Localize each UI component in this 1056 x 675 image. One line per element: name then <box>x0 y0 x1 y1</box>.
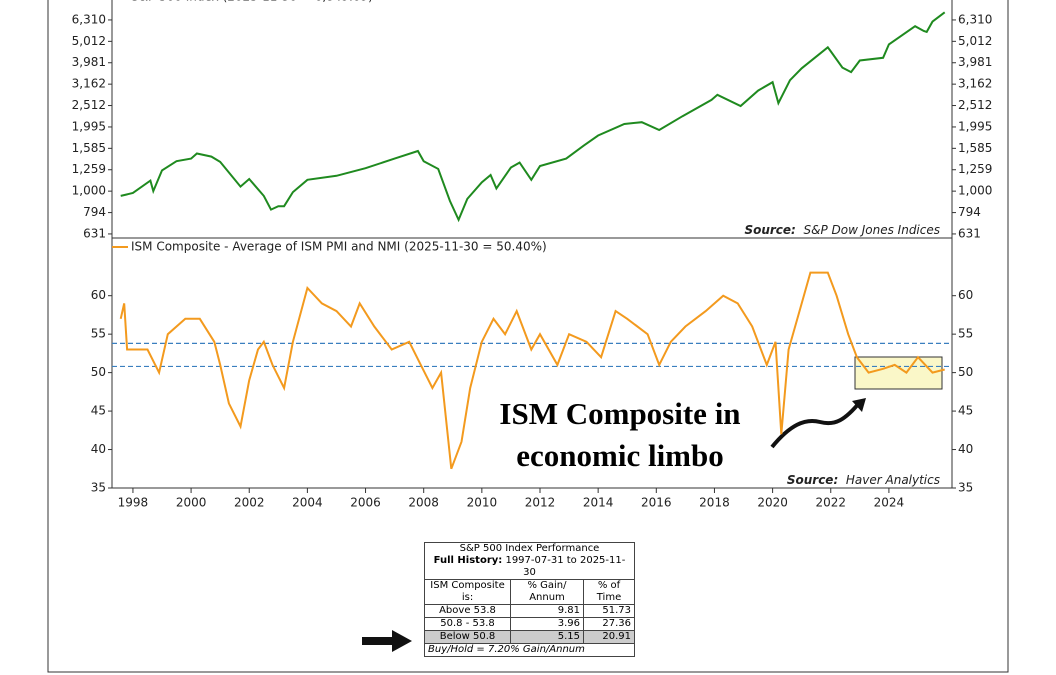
header: % of Time <box>582 579 636 605</box>
y-tick-label: 5,012 <box>72 34 106 48</box>
y-tick-label: 2,512 <box>958 98 992 112</box>
y-tick-label: 6,310 <box>958 12 992 26</box>
cell: 50.8 - 53.8 <box>423 617 512 631</box>
source: Source: S&P Dow Jones Indices <box>744 223 940 237</box>
history: 1997-07-31 to 2025-11-30 <box>505 555 626 578</box>
source-label: Source: <box>744 223 795 237</box>
x-tick-label: 2008 <box>408 496 439 510</box>
annotation: ISM Composite in <box>499 396 741 431</box>
y-tick-label: 60 <box>91 288 106 302</box>
y-tick-label: 55 <box>91 327 106 341</box>
y-tick-label: 40 <box>91 442 106 456</box>
y-tick-label: 45 <box>91 404 106 418</box>
highlight-box <box>854 356 943 390</box>
legend-label: S&P 500 Index (2025-11-30 = 6,849.09) <box>131 0 373 4</box>
y-tick-label: 5,012 <box>958 34 992 48</box>
y-tick-label: 3,981 <box>72 55 106 69</box>
x-tick-label: 2022 <box>815 496 846 510</box>
cell: 27.36 <box>582 617 636 631</box>
cell: 5.15 <box>510 630 584 644</box>
y-tick-label: 1,585 <box>958 141 992 155</box>
header: ISM Composite is: <box>423 579 512 605</box>
y-tick-label: 3,162 <box>72 77 106 91</box>
footnote: Buy/Hold = 7.20% Gain/Annum <box>424 643 635 657</box>
x-tick-label: 2012 <box>525 496 556 510</box>
x-tick-label: 2018 <box>699 496 730 510</box>
x-tick-label: 2002 <box>234 496 265 510</box>
y-tick-label: 45 <box>958 404 973 418</box>
source-text: S&P Dow Jones Indices <box>804 223 941 237</box>
callout-arrowhead <box>852 398 866 412</box>
source: Source: Haver Analytics <box>787 473 940 487</box>
y-tick-label: 1,995 <box>958 119 992 133</box>
y-tick-label: 1,259 <box>958 162 992 176</box>
x-tick-label: 2004 <box>292 496 323 510</box>
cell: Below 50.8 <box>423 630 512 644</box>
cell: 20.91 <box>582 630 636 644</box>
series-line <box>119 271 945 470</box>
y-tick-label: 3,981 <box>958 55 992 69</box>
cell: 3.96 <box>510 617 584 631</box>
cell: 51.73 <box>582 604 636 618</box>
x-tick-label: 2014 <box>583 496 614 510</box>
row-pointer <box>362 630 412 652</box>
y-tick-label: 631 <box>83 226 106 240</box>
table-title: S&P 500 Index Performance <box>424 542 635 555</box>
x-tick-label: 2016 <box>641 496 672 510</box>
y-tick-label: 631 <box>958 226 981 240</box>
source-text: Haver Analytics <box>846 473 940 487</box>
y-tick-label: 3,162 <box>958 77 992 91</box>
x-tick-label: 2024 <box>874 496 905 510</box>
y-tick-label: 60 <box>958 288 973 302</box>
annotation: economic limbo <box>516 438 724 473</box>
y-tick-label: 40 <box>958 442 973 456</box>
x-tick-label: 2000 <box>176 496 207 510</box>
y-tick-label: 50 <box>958 365 973 379</box>
y-tick-label: 2,512 <box>72 98 106 112</box>
header: % Gain/ Annum <box>510 579 584 605</box>
x-tick-label: 2010 <box>467 496 498 510</box>
y-tick-label: 1,000 <box>72 184 106 198</box>
callout-arrow <box>770 400 862 449</box>
y-tick-label: 6,310 <box>72 12 106 26</box>
y-tick-label: 1,585 <box>72 141 106 155</box>
y-tick-label: 1,000 <box>958 184 992 198</box>
x-tick-label: 2006 <box>350 496 381 510</box>
y-tick-label: 794 <box>958 205 981 219</box>
x-tick-label: 1998 <box>118 496 149 510</box>
frame <box>47 0 1009 673</box>
source-label: Source: <box>787 473 838 487</box>
series-line <box>120 11 946 223</box>
legend-label: ISM Composite - Average of ISM PMI and N… <box>131 240 547 254</box>
cell: 9.81 <box>510 604 584 618</box>
x-tick-label: 2020 <box>757 496 788 510</box>
y-tick-label: 794 <box>83 205 106 219</box>
y-tick-label: 50 <box>91 365 106 379</box>
performance-table: S&P 500 Index Performance Full History: … <box>423 542 636 657</box>
y-tick-label: 35 <box>91 481 106 495</box>
history-label: Full History: <box>433 555 503 566</box>
y-tick-label: 1,259 <box>72 162 106 176</box>
y-tick-label: 55 <box>958 327 973 341</box>
y-tick-label: 35 <box>958 481 973 495</box>
cell: Above 53.8 <box>423 604 512 618</box>
y-tick-label: 1,995 <box>72 119 106 133</box>
